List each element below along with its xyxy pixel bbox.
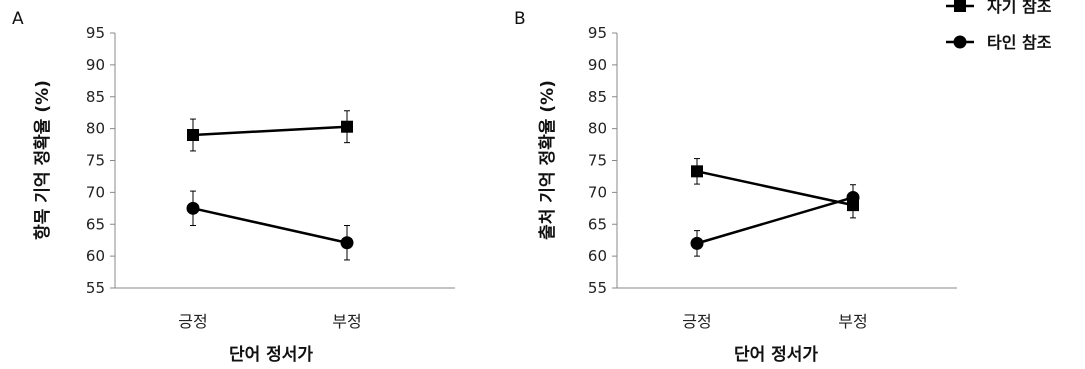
series-line [696, 196, 854, 245]
legend-marker-square [954, 0, 966, 12]
x-tick-label: 긍정 [682, 312, 711, 331]
y-tick-label: 90 [86, 56, 105, 74]
y-tick-label: 75 [588, 152, 607, 170]
y-tick-label: 55 [86, 279, 105, 297]
y-tick-label: 90 [588, 56, 607, 74]
data-point-circle [846, 190, 860, 204]
x-axis-title: 단어 정서가 [734, 345, 818, 365]
x-tick-label: 부정 [838, 312, 867, 331]
data-point-circle [340, 236, 354, 250]
legend-label: 자기 참조 [987, 0, 1052, 16]
y-tick-label: 60 [588, 247, 607, 265]
y-tick-label: 75 [86, 152, 105, 170]
legend-marker-circle [953, 35, 967, 49]
series-line [696, 170, 854, 207]
series-line [192, 125, 348, 137]
data-point-square [341, 120, 353, 133]
y-tick-label: 80 [588, 120, 607, 138]
y-tick-label: 95 [588, 24, 607, 42]
y-axis-title: 항목 기억 정확율 (%) [32, 80, 53, 240]
y-tick-label: 85 [588, 88, 607, 106]
y-tick-label: 65 [86, 215, 105, 233]
y-tick-label: 60 [86, 247, 105, 265]
y-axis-title: 출처 기억 정확율 (%) [538, 80, 558, 240]
x-tick-label: 긍정 [178, 312, 207, 331]
x-axis-title: 단어 정서가 [229, 345, 313, 365]
y-tick-label: 55 [588, 279, 607, 297]
panel-label-A: A [12, 9, 24, 29]
data-point-square [691, 165, 703, 178]
data-point-square [187, 129, 199, 141]
data-point-circle [186, 201, 200, 215]
y-tick-label: 70 [86, 183, 105, 201]
y-tick-label: 65 [588, 215, 607, 233]
y-tick-label: 80 [86, 120, 105, 138]
y-tick-label: 85 [86, 88, 105, 106]
data-point-circle [690, 236, 704, 250]
legend-label: 타인 참조 [987, 33, 1052, 52]
series-line [192, 207, 348, 244]
x-tick-label: 부정 [332, 312, 361, 331]
panel-label-B: B [514, 9, 526, 29]
y-tick-label: 70 [588, 183, 607, 201]
y-tick-label: 95 [86, 24, 105, 42]
